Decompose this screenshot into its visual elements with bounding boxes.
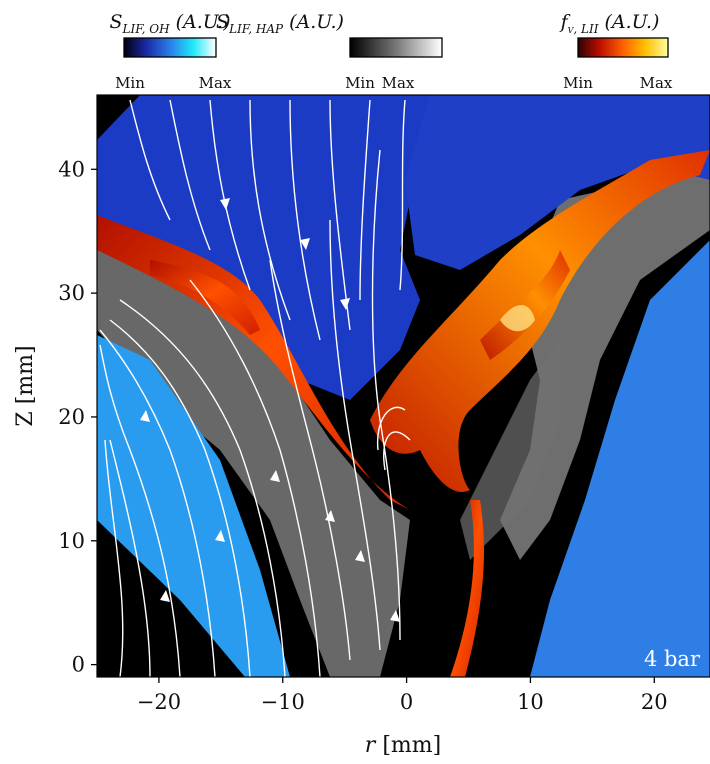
colorbar-title: fv, LII (A.U.) [559, 11, 660, 36]
x-tick-label: −10 [261, 690, 305, 714]
colorbar [123, 37, 217, 58]
text-part: f [559, 11, 571, 33]
y-tick-label: 40 [58, 157, 85, 181]
text-part: v, LII [568, 22, 599, 36]
x-axis-label: r [mm] [365, 733, 441, 758]
text-part: (A.U.) [605, 11, 660, 33]
y-tick-label: 0 [72, 653, 85, 677]
colorbar-min: Min [563, 74, 593, 92]
y-tick-label: 30 [58, 281, 85, 305]
colorbar [577, 37, 669, 58]
y-tick-label: 20 [58, 405, 85, 429]
y-tick-label: 10 [58, 529, 85, 553]
colorbar-max: Max [382, 74, 415, 92]
colorbar-title: SLIF, OH (A.U.) [109, 11, 230, 36]
image [97, 95, 710, 677]
colorbar [349, 37, 443, 58]
text-part: [mm] [382, 733, 441, 758]
colorbar-title: SLIF, HAP (A.U.) [216, 11, 344, 36]
x-tick-label: 20 [641, 690, 668, 714]
text-part: (A.U.) [176, 11, 231, 33]
y-axis-label: Z [mm] [13, 345, 38, 426]
colorbar-max: Max [199, 74, 232, 92]
text-part: (A.U.) [289, 11, 344, 33]
x-tick-label: 0 [400, 690, 413, 714]
plot-frame [96, 94, 710, 678]
annotation: 4 bar [644, 647, 701, 671]
text-part: LIF, HAP [228, 22, 284, 36]
text-part: S [109, 11, 122, 33]
colorbar-min: Min [115, 74, 145, 92]
x-tick-label: −20 [137, 690, 181, 714]
colorbar-min: Min [345, 74, 375, 92]
text-part: LIF, OH [122, 22, 171, 36]
x-tick-label: 10 [517, 690, 544, 714]
text-part: r [365, 733, 377, 758]
colorbar-max: Max [640, 74, 673, 92]
text-part: S [216, 11, 229, 33]
